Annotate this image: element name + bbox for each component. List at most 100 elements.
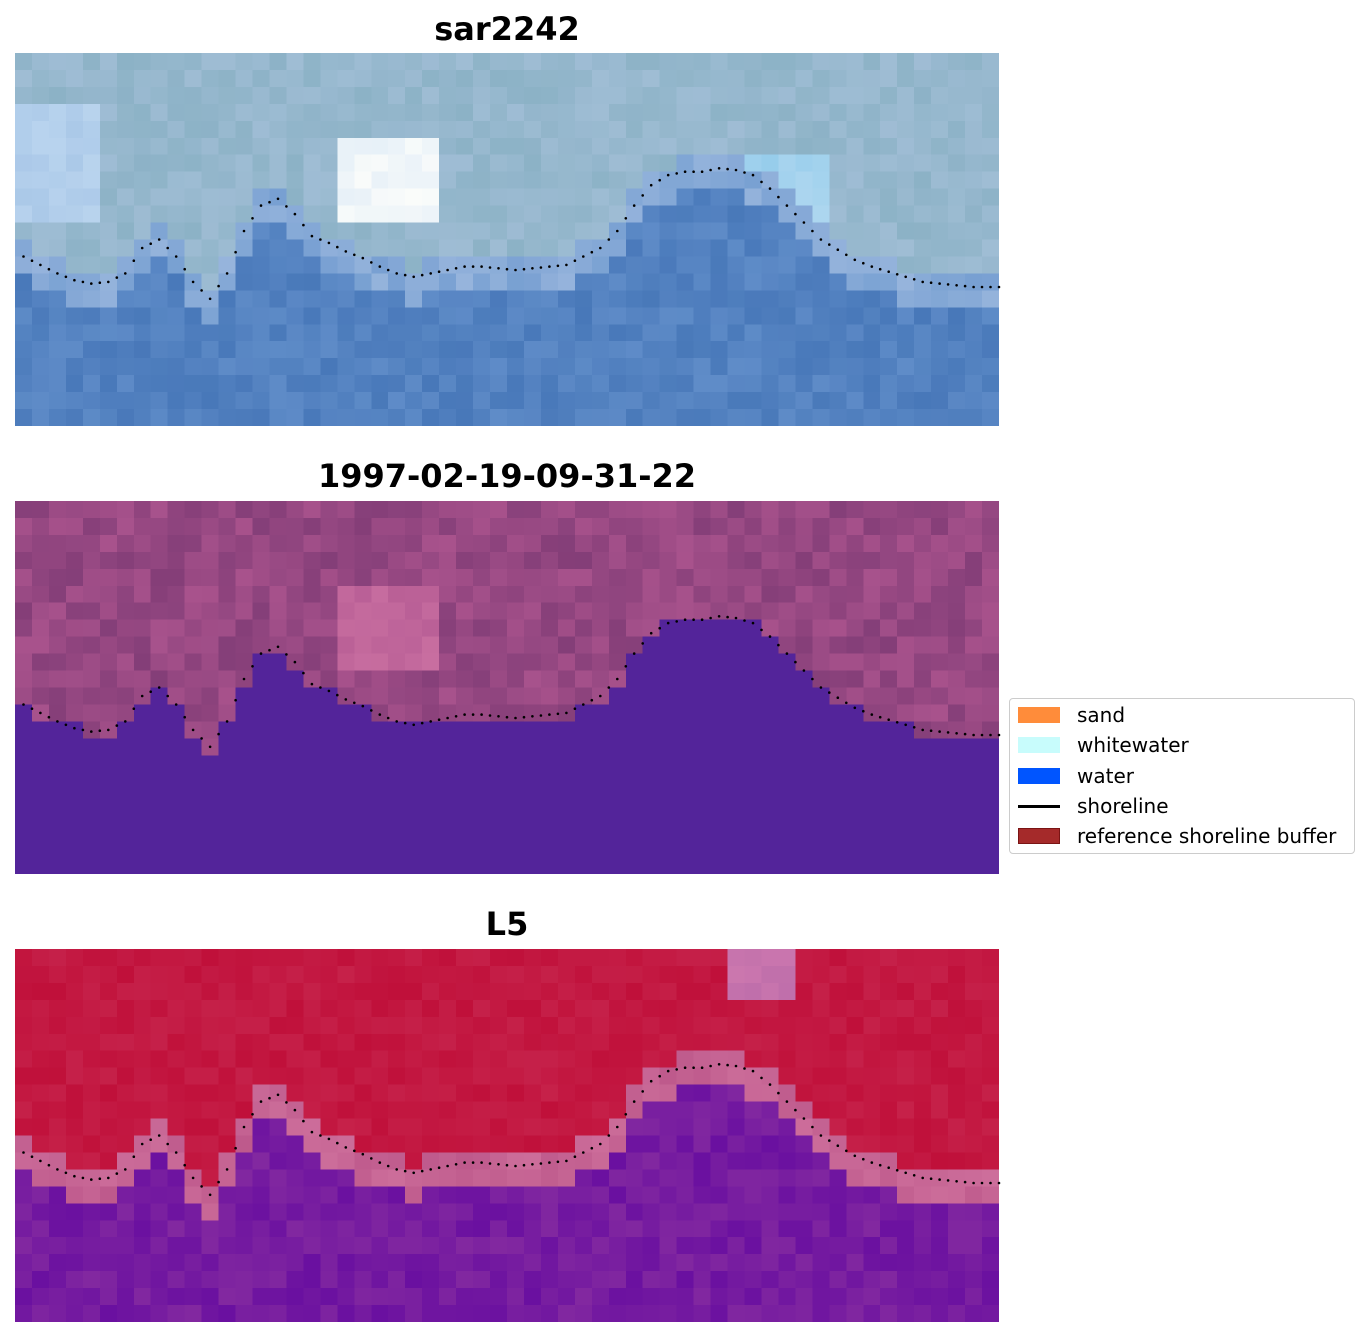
shoreline-dot bbox=[319, 686, 322, 689]
shoreline-dot bbox=[539, 1162, 543, 1165]
shoreline-dot bbox=[395, 272, 399, 275]
shoreline-dot bbox=[166, 246, 169, 250]
shoreline-dot bbox=[539, 714, 543, 717]
shoreline-dot bbox=[700, 170, 704, 173]
shoreline-dot bbox=[30, 259, 34, 263]
shoreline-dot bbox=[870, 713, 874, 716]
panel-title: sar2242 bbox=[434, 10, 580, 48]
shoreline-dot bbox=[166, 694, 169, 698]
shoreline-dot bbox=[522, 715, 526, 719]
shoreline-dot bbox=[768, 1083, 772, 1086]
shoreline-dot bbox=[582, 703, 585, 706]
shoreline-dot bbox=[47, 715, 51, 719]
shoreline-dot bbox=[878, 715, 882, 719]
legend-label: shoreline bbox=[1077, 794, 1169, 818]
shoreline-dot bbox=[361, 704, 365, 708]
shoreline-dot bbox=[938, 282, 941, 285]
legend-item-reference-buffer: reference shoreline buffer bbox=[1018, 824, 1336, 848]
shoreline-dot bbox=[183, 1163, 186, 1167]
shoreline-dot bbox=[302, 1119, 305, 1123]
shoreline-dot bbox=[700, 1066, 704, 1069]
shoreline-dot bbox=[921, 280, 924, 284]
shoreline-dot bbox=[208, 297, 212, 301]
shoreline-dot bbox=[403, 721, 407, 725]
shoreline-dot bbox=[336, 1141, 339, 1145]
shoreline-dot bbox=[242, 229, 246, 233]
shoreline-dot bbox=[446, 268, 449, 272]
shoreline-dot bbox=[497, 1163, 500, 1166]
shoreline-dot bbox=[124, 720, 127, 723]
shoreline-dot bbox=[22, 703, 25, 706]
shoreline-dot bbox=[285, 653, 288, 656]
shoreline-dot bbox=[327, 1137, 331, 1141]
panel-title: 1997-02-19-09-31-22 bbox=[317, 457, 697, 495]
shoreline-dot bbox=[828, 1139, 831, 1142]
shoreline-dot bbox=[590, 698, 594, 702]
shoreline-dot bbox=[802, 669, 806, 672]
shoreline-dot bbox=[208, 745, 212, 749]
shoreline-dot bbox=[412, 723, 416, 727]
shoreline-dot bbox=[73, 726, 76, 730]
shoreline-dot bbox=[556, 1160, 560, 1164]
shoreline-dot bbox=[200, 737, 203, 740]
shoreline-dot bbox=[64, 1171, 68, 1175]
shoreline-dot bbox=[912, 1174, 916, 1177]
legend-label: sand bbox=[1077, 703, 1126, 727]
shoreline-dot bbox=[446, 1164, 449, 1168]
shoreline-dot bbox=[590, 250, 594, 254]
shoreline-dot bbox=[378, 1161, 382, 1164]
shoreline-dot bbox=[887, 270, 890, 274]
shoreline-dot bbox=[327, 241, 331, 245]
shoreline-dot bbox=[234, 698, 237, 702]
panel-title: L5 bbox=[485, 905, 529, 943]
shoreline-dot bbox=[828, 691, 831, 694]
shoreline-dot bbox=[225, 720, 229, 723]
sand-swatch bbox=[1018, 707, 1060, 723]
shoreline-dot bbox=[302, 223, 305, 227]
shoreline-dot bbox=[743, 1067, 746, 1070]
shoreline-dot bbox=[200, 1185, 203, 1188]
shoreline-dot bbox=[624, 1113, 628, 1116]
shoreline-dot bbox=[208, 1193, 212, 1197]
shoreline-dot bbox=[22, 1151, 25, 1154]
shoreline-dot bbox=[878, 1163, 882, 1167]
shoreline-dot bbox=[268, 648, 271, 652]
shoreline-dot bbox=[599, 246, 602, 250]
shoreline-dot bbox=[157, 686, 161, 689]
shoreline-dot bbox=[81, 1176, 85, 1180]
shoreline-dot bbox=[666, 1069, 670, 1073]
shoreline-dot bbox=[56, 272, 59, 275]
shoreline-dot bbox=[140, 246, 144, 250]
shoreline-dot bbox=[955, 284, 958, 287]
shoreline-dot bbox=[81, 280, 85, 284]
shoreline-dot bbox=[989, 285, 992, 289]
shoreline-dot bbox=[895, 721, 899, 724]
shoreline-dot bbox=[39, 711, 42, 715]
legend-label: whitewater bbox=[1077, 733, 1189, 757]
shoreline-dot bbox=[183, 715, 186, 719]
shoreline-dot bbox=[853, 706, 857, 710]
shoreline-dot bbox=[853, 1154, 857, 1158]
shoreline-dot bbox=[115, 724, 119, 727]
shoreline-dot bbox=[344, 250, 348, 253]
shoreline-dot bbox=[802, 1117, 806, 1120]
shoreline-dot bbox=[641, 194, 644, 197]
shoreline-dot bbox=[768, 635, 772, 638]
shoreline-dot bbox=[217, 732, 220, 736]
shoreline-dot bbox=[963, 1180, 967, 1184]
shoreline-dot bbox=[912, 278, 916, 281]
index-image bbox=[15, 949, 999, 1322]
shoreline-dot bbox=[310, 234, 314, 238]
shoreline-dot bbox=[709, 168, 712, 172]
shoreline-dot bbox=[997, 1181, 1001, 1185]
shoreline-dot bbox=[403, 1169, 407, 1173]
shoreline-dot bbox=[887, 1166, 890, 1169]
shoreline-dot bbox=[785, 1100, 789, 1103]
shoreline-dot bbox=[302, 671, 305, 675]
legend-item-sand: sand bbox=[1018, 703, 1125, 727]
shoreline-dot bbox=[573, 1155, 577, 1158]
shoreline-dot bbox=[115, 1172, 119, 1175]
shoreline-dot bbox=[819, 1134, 823, 1137]
shoreline-dot bbox=[90, 1178, 93, 1181]
shoreline-dot bbox=[938, 1178, 941, 1181]
